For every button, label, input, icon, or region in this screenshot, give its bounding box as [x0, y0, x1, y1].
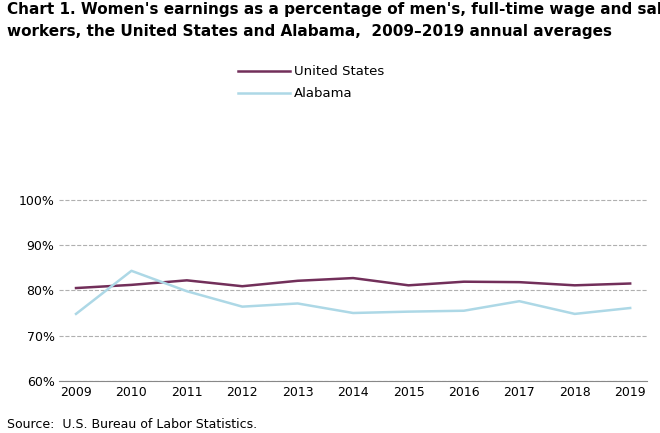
Text: Alabama: Alabama — [294, 87, 352, 100]
Text: Source:  U.S. Bureau of Labor Statistics.: Source: U.S. Bureau of Labor Statistics. — [7, 418, 257, 431]
Text: Chart 1. Women's earnings as a percentage of men's, full-time wage and salary: Chart 1. Women's earnings as a percentag… — [7, 2, 660, 17]
Text: workers, the United States and Alabama,  2009–2019 annual averages: workers, the United States and Alabama, … — [7, 24, 612, 39]
Text: United States: United States — [294, 65, 384, 78]
